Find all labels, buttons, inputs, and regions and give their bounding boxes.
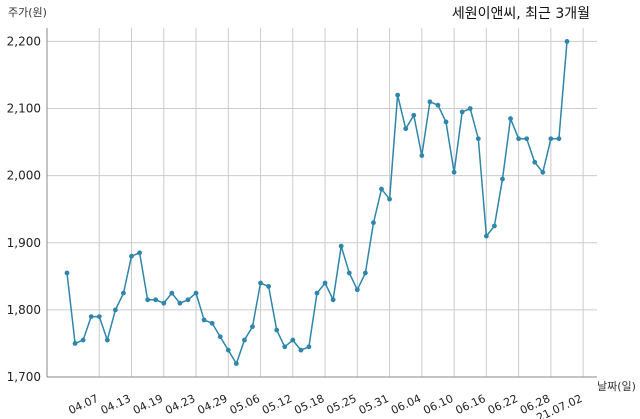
data-point (564, 39, 570, 44)
data-point (290, 337, 296, 343)
data-point (306, 344, 312, 350)
data-point (193, 290, 199, 296)
data-point (104, 337, 110, 343)
y-tick-label: 1,800 (7, 303, 41, 317)
data-point (387, 196, 392, 202)
y-tick-label: 1,700 (7, 370, 41, 384)
data-point (346, 270, 352, 276)
data-point (274, 327, 280, 333)
data-point (64, 270, 70, 276)
data-point (145, 297, 151, 303)
x-tick-label: 05.18 (292, 392, 326, 417)
x-tick-label: 04.23 (163, 392, 197, 417)
data-point (314, 290, 320, 296)
data-point (516, 136, 522, 142)
data-point (548, 136, 554, 142)
data-point (411, 112, 417, 118)
x-tick-label: 04.07 (66, 392, 100, 417)
y-tick-label: 2,100 (7, 102, 41, 116)
data-point (419, 153, 425, 158)
x-tick-label: 05.31 (357, 392, 391, 417)
x-tick-label: 05.25 (325, 392, 359, 417)
data-point (266, 283, 272, 289)
data-point (185, 297, 191, 303)
data-point (88, 314, 94, 319)
data-point (379, 186, 384, 192)
data-point (427, 99, 433, 105)
data-point (403, 126, 409, 132)
data-point (338, 243, 344, 249)
data-point (121, 290, 126, 296)
data-point (217, 334, 223, 340)
data-point (161, 300, 167, 306)
x-tick-label: 06.04 (389, 392, 423, 417)
data-point (137, 250, 142, 256)
data-point (250, 324, 255, 330)
data-point (177, 300, 183, 306)
data-point (451, 169, 457, 175)
data-point (80, 337, 86, 343)
data-point (354, 287, 360, 293)
data-point (443, 119, 449, 125)
data-point (524, 136, 530, 142)
data-point (233, 361, 239, 366)
x-tick-label: 06.16 (454, 392, 488, 417)
y-axis-ticks: 1,700 1,800 1,900 2,000 2,100 2,200 (7, 34, 41, 384)
x-tick-label: 06.10 (421, 392, 455, 417)
data-point (169, 290, 175, 296)
y-axis-label: 주가(원) (8, 6, 47, 19)
data-points (64, 39, 570, 366)
y-tick-label: 2,200 (7, 34, 41, 48)
y-tick-label: 2,000 (7, 169, 41, 183)
data-point (242, 337, 247, 343)
data-point (395, 92, 401, 98)
data-point (467, 106, 473, 111)
data-point (500, 176, 505, 182)
data-point (129, 253, 134, 259)
data-point (282, 344, 288, 350)
x-axis-ticks: 04.0704.1304.1904.2304.2905.0605.1205.18… (66, 392, 584, 419)
data-point (298, 347, 304, 353)
grid (46, 28, 597, 378)
price-line (66, 41, 568, 366)
data-point (209, 320, 215, 326)
data-point (225, 347, 231, 353)
data-point (483, 233, 489, 239)
data-point (475, 136, 481, 142)
data-point (72, 341, 78, 346)
data-point (330, 297, 336, 303)
x-tick-label: 04.13 (99, 392, 133, 417)
data-point (435, 102, 441, 108)
data-point (459, 109, 465, 115)
x-tick-label: 06.22 (486, 392, 520, 417)
data-point (556, 136, 562, 142)
x-axis-label: 날짜(일) (597, 379, 636, 393)
data-point (508, 116, 513, 122)
data-point (201, 317, 207, 323)
data-point (532, 159, 538, 165)
data-point (362, 270, 368, 276)
data-point (153, 297, 159, 303)
data-point (322, 280, 328, 286)
x-tick-label: 05.12 (260, 392, 294, 417)
x-tick-label: 04.29 (196, 392, 230, 417)
data-point (96, 314, 102, 319)
chart-title: 세원이앤씨, 최근 3개월 (452, 6, 590, 22)
data-point (492, 223, 497, 229)
data-point (258, 280, 263, 286)
y-tick-label: 1,900 (7, 236, 41, 250)
x-tick-label: 05.06 (228, 392, 262, 417)
data-point (112, 307, 118, 313)
data-point (371, 220, 376, 226)
data-point (540, 169, 546, 175)
x-tick-label: 04.19 (131, 392, 165, 417)
